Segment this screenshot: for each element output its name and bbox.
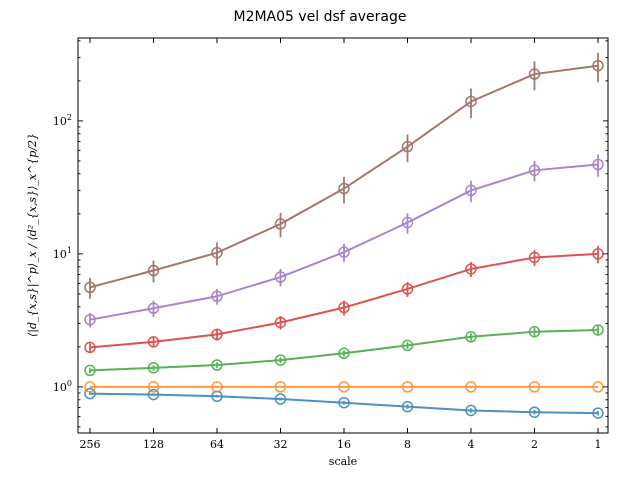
y-tick-label: 102	[53, 113, 72, 128]
series-0-point	[84, 387, 96, 400]
series-0-point	[465, 404, 477, 417]
series-4	[84, 154, 604, 328]
series-5-point	[147, 264, 160, 277]
series-0-point	[528, 406, 541, 418]
series-0-point	[401, 400, 414, 413]
series-4-point	[465, 184, 477, 197]
series-5-point	[338, 182, 350, 195]
y-tick-label: 101	[53, 246, 72, 261]
series-1-point	[84, 381, 96, 393]
chart-title: M2MA05 vel dsf average	[233, 9, 406, 25]
y-tick-label: 100	[53, 379, 72, 394]
series-2-point	[401, 339, 414, 352]
x-tick-label: 256	[80, 438, 101, 451]
series-4-point	[338, 246, 350, 258]
series-1-point	[401, 381, 414, 393]
x-tick-label: 1	[595, 438, 602, 451]
y-axis-label: ⟨|d_{x,s}|^p⟩_x / ⟨d²_{x,s}⟩_x^{p/2}	[26, 133, 40, 337]
series-5	[84, 52, 604, 299]
series-2-point	[338, 347, 350, 360]
series-3-point	[84, 341, 96, 354]
series-0	[84, 387, 604, 419]
x-axis: 256 128 64 32 16 8 4 2 1	[80, 38, 602, 451]
x-tick-label: 4	[468, 438, 475, 451]
series-1-point	[465, 381, 477, 393]
series-2	[84, 324, 604, 377]
series-3-point	[211, 328, 223, 341]
series-1	[84, 381, 604, 393]
series-5-point	[274, 218, 287, 230]
series-0-point	[274, 393, 287, 405]
series-4-point	[84, 313, 96, 326]
series-4-point	[211, 290, 223, 303]
series-3-point	[147, 336, 160, 348]
series-5-point	[592, 59, 604, 72]
series-4-point	[401, 216, 414, 229]
plot-frame	[77, 37, 609, 434]
series-2-point	[465, 331, 477, 343]
x-tick-label: 64	[210, 438, 224, 451]
series-5-point	[401, 140, 414, 153]
series-3-point	[274, 316, 287, 329]
series-0-point	[147, 388, 160, 401]
x-tick-label: 8	[404, 438, 411, 451]
series-3-point	[465, 263, 477, 275]
series-2-point	[528, 325, 541, 338]
series-4-point	[528, 164, 541, 177]
series-3-point	[338, 301, 350, 314]
series-2-point	[592, 324, 604, 336]
series-3-point	[528, 251, 541, 264]
series-4-point	[147, 302, 160, 315]
series-2-point	[84, 364, 96, 377]
series-4-point	[274, 271, 287, 283]
series-0-point	[592, 407, 604, 419]
x-tick-label: 32	[274, 438, 288, 451]
series-2-point	[211, 359, 223, 371]
series-5-point	[84, 281, 96, 294]
x-tick-label: 128	[143, 438, 164, 451]
series-1-point	[211, 381, 223, 393]
x-axis-label: scale	[329, 455, 357, 468]
series-4-point	[592, 158, 604, 171]
series-0-point	[338, 396, 350, 409]
series-1-point	[147, 381, 160, 393]
plot-series	[84, 52, 604, 419]
series-5-point	[465, 95, 477, 108]
series-1-point	[274, 381, 287, 393]
series-5-point	[211, 246, 223, 259]
series-2-point	[147, 362, 160, 374]
series-2-point	[274, 354, 287, 366]
series-1-point	[528, 381, 541, 393]
y-axis: 100 101 102	[53, 40, 608, 428]
x-tick-label: 16	[337, 438, 351, 451]
series-1-point	[338, 381, 350, 393]
x-tick-label: 2	[531, 438, 538, 451]
series-3	[84, 245, 604, 354]
series-5-point	[528, 68, 541, 80]
series-3-point	[401, 283, 414, 295]
